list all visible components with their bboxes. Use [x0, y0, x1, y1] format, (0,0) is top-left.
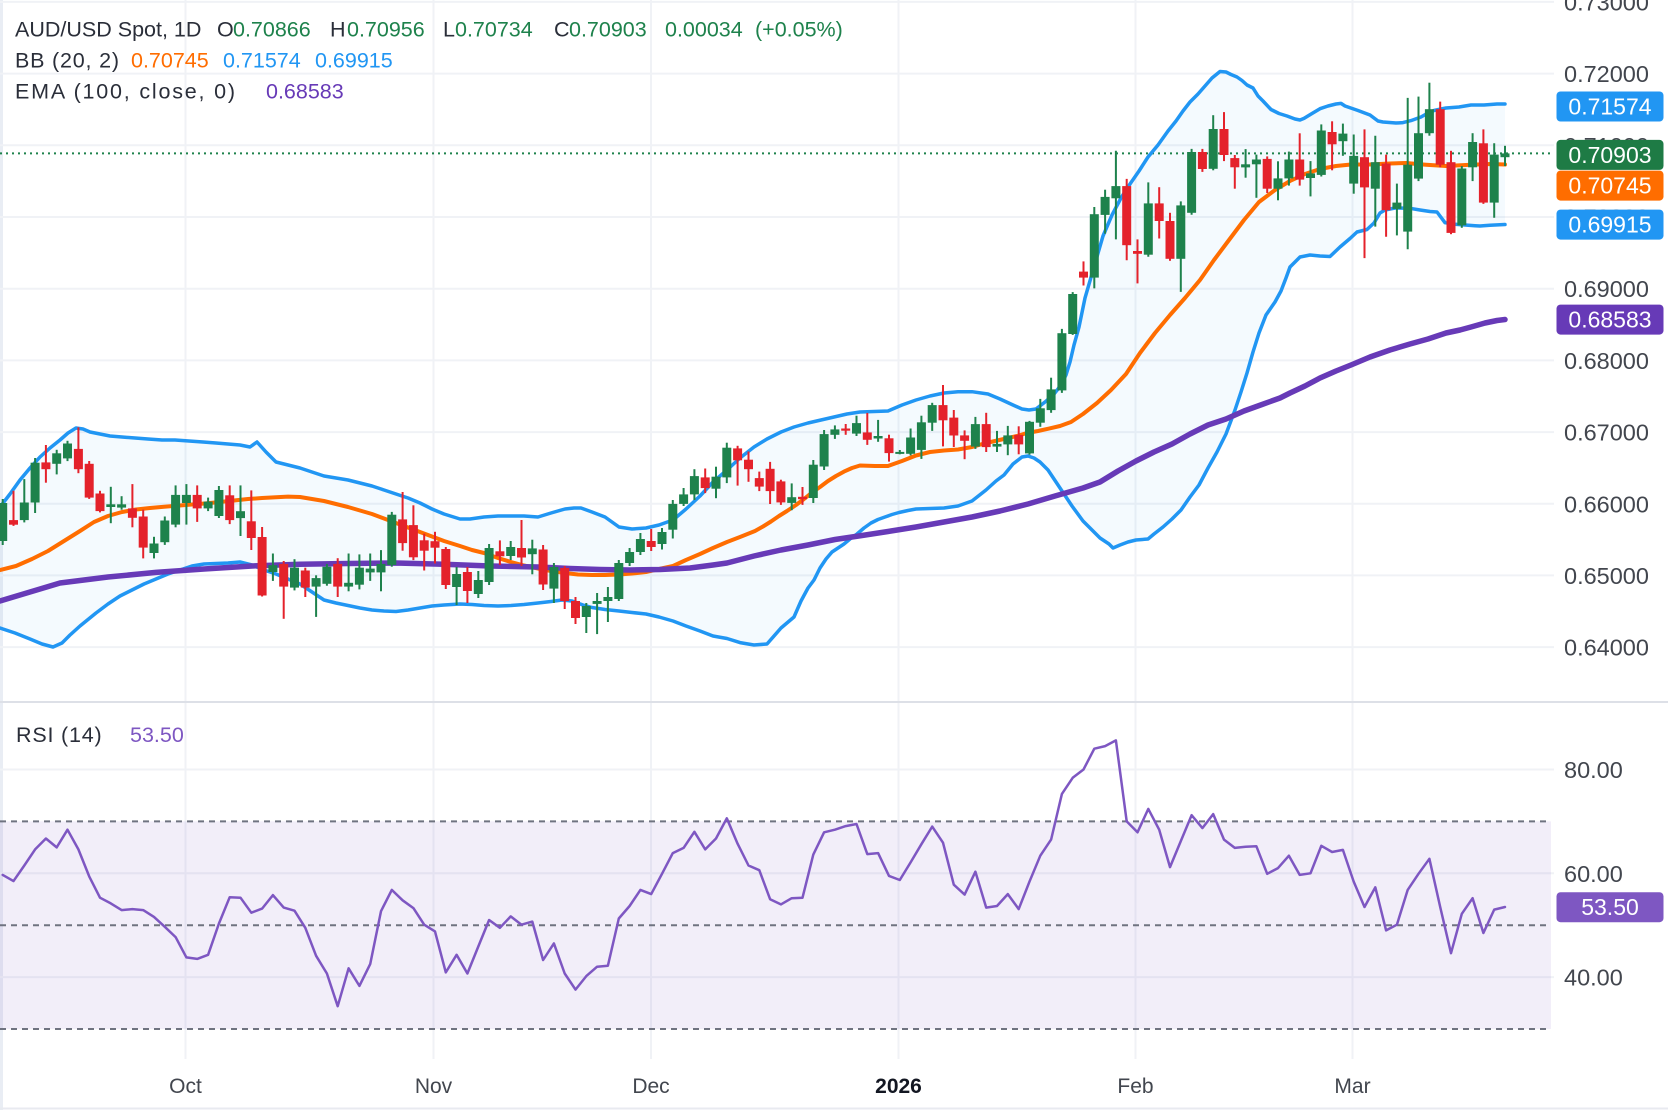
svg-text:0.69915: 0.69915 [1568, 212, 1651, 238]
svg-text:0.70903: 0.70903 [569, 18, 647, 42]
svg-text:0.70745: 0.70745 [131, 49, 209, 73]
svg-text:0.72000: 0.72000 [1564, 61, 1649, 87]
svg-text:RSI (14): RSI (14) [16, 723, 102, 747]
svg-text:80.00: 80.00 [1564, 757, 1623, 783]
svg-text:0.70956: 0.70956 [347, 18, 425, 42]
svg-text:Feb: Feb [1117, 1075, 1153, 1098]
svg-text:AUD/USD Spot, 1D: AUD/USD Spot, 1D [15, 18, 201, 42]
svg-text:EMA (100, close, 0): EMA (100, close, 0) [15, 80, 237, 104]
svg-text:L: L [443, 18, 455, 42]
svg-text:Dec: Dec [632, 1075, 669, 1098]
svg-text:0.00034: 0.00034 [665, 18, 743, 42]
svg-text:0.66000: 0.66000 [1564, 491, 1649, 517]
svg-text:H: H [330, 18, 346, 42]
svg-text:0.73000: 0.73000 [1564, 0, 1649, 15]
svg-text:0.70745: 0.70745 [1568, 173, 1651, 199]
svg-text:Oct: Oct [169, 1075, 202, 1098]
svg-text:0.70866: 0.70866 [233, 18, 311, 42]
svg-text:60.00: 60.00 [1564, 861, 1623, 887]
svg-text:0.69915: 0.69915 [315, 49, 393, 73]
svg-text:0.70734: 0.70734 [455, 18, 533, 42]
svg-text:C: C [554, 18, 570, 42]
svg-text:0.67000: 0.67000 [1564, 420, 1649, 446]
svg-text:0.71574: 0.71574 [223, 49, 301, 73]
svg-text:(+0.05%): (+0.05%) [755, 18, 843, 42]
svg-text:0.68583: 0.68583 [266, 80, 344, 104]
svg-text:53.50: 53.50 [130, 723, 184, 747]
svg-text:0.65000: 0.65000 [1564, 563, 1649, 589]
svg-text:Mar: Mar [1334, 1075, 1370, 1098]
svg-text:2026: 2026 [875, 1075, 922, 1098]
svg-text:0.64000: 0.64000 [1564, 635, 1649, 661]
svg-text:BB (20, 2): BB (20, 2) [15, 49, 120, 73]
svg-text:0.70903: 0.70903 [1568, 142, 1651, 168]
svg-text:0.69000: 0.69000 [1564, 276, 1649, 302]
svg-text:0.68583: 0.68583 [1568, 307, 1651, 333]
svg-text:40.00: 40.00 [1564, 965, 1623, 991]
svg-text:Nov: Nov [415, 1075, 453, 1098]
svg-text:0.68000: 0.68000 [1564, 348, 1649, 374]
svg-text:53.50: 53.50 [1581, 894, 1639, 920]
svg-text:0.71574: 0.71574 [1568, 94, 1651, 120]
svg-text:O: O [217, 18, 234, 42]
